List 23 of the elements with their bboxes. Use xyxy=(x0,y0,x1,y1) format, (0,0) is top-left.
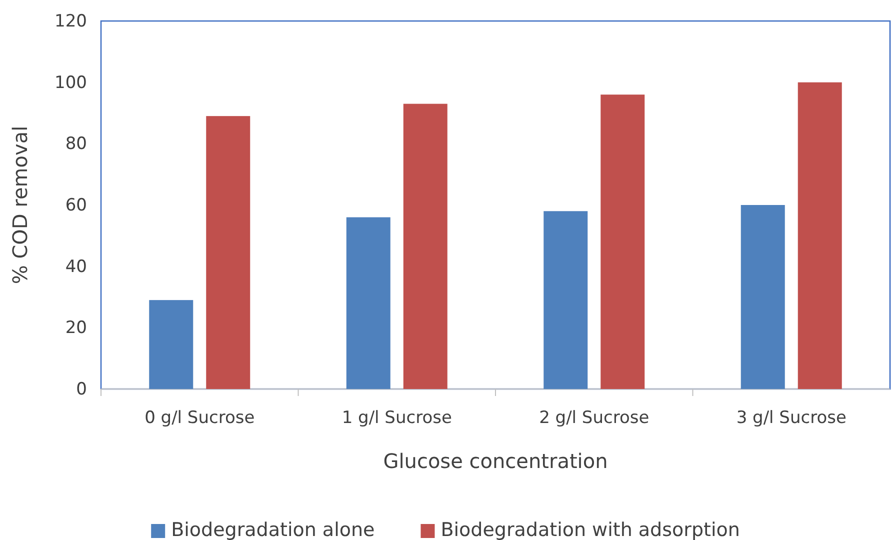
bar xyxy=(206,116,250,389)
x-tick-label: 3 g/l Sucrose xyxy=(736,408,846,428)
y-tick-label: 60 xyxy=(65,195,87,216)
bar xyxy=(798,82,842,389)
x-tick-label: 1 g/l Sucrose xyxy=(342,408,452,428)
bar xyxy=(346,217,390,389)
bar xyxy=(149,300,194,389)
y-tick-label: 120 xyxy=(54,11,87,32)
y-tick-label: 0 xyxy=(76,379,87,400)
legend-label: Biodegradation with adsorption xyxy=(440,519,740,540)
bar xyxy=(403,104,448,389)
bar xyxy=(740,205,785,389)
bar xyxy=(544,211,588,389)
y-axis-title: % COD removal xyxy=(8,126,32,284)
y-tick-label: 100 xyxy=(54,72,87,93)
y-tick-label: 20 xyxy=(65,318,87,338)
x-tick-label: 0 g/l Sucrose xyxy=(144,408,255,428)
y-tick-label: 40 xyxy=(65,256,87,277)
x-tick-label: 2 g/l Sucrose xyxy=(539,408,650,428)
x-axis-title: Glucose concentration xyxy=(383,449,608,473)
bar xyxy=(600,94,645,389)
y-tick-label: 80 xyxy=(65,134,87,154)
legend-label: Biodegradation alone xyxy=(171,519,375,540)
